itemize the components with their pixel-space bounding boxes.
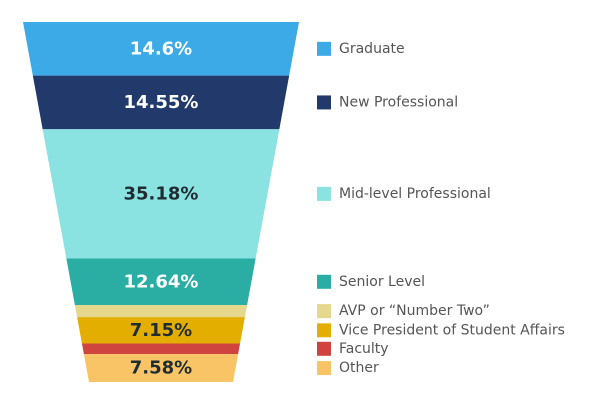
legend-swatch-vice-president-of-student-affairs bbox=[317, 323, 331, 338]
legend-swatch-other bbox=[317, 361, 331, 376]
legend-swatch-graduate bbox=[317, 41, 331, 56]
legend-swatch-mid-level-professional bbox=[317, 186, 331, 201]
legend-item-graduate: Graduate bbox=[317, 41, 405, 57]
legend-item-faculty: Faculty bbox=[317, 341, 389, 357]
legend-item-new-professional: New Professional bbox=[317, 94, 458, 110]
data-label-graduate: 14.6% bbox=[130, 38, 192, 59]
legend-item-vice-president-of-student-affairs: Vice President of Student Affairs bbox=[317, 322, 565, 338]
funnel-segment-senior-level bbox=[66, 258, 256, 306]
legend-swatch-new-professional bbox=[317, 95, 331, 110]
funnel-segment-avp-or-number-two bbox=[74, 305, 248, 318]
funnel-data-labels: 14.6% 14.55% 35.18% 12.64% 7.15% 7.58% bbox=[124, 38, 199, 378]
legend-label-graduate: Graduate bbox=[339, 41, 405, 57]
data-label-mid-level-professional: 35.18% bbox=[124, 183, 199, 204]
funnel-segment-faculty bbox=[81, 343, 241, 355]
funnel-segment-vice-president-of-student-affairs bbox=[77, 317, 245, 344]
legend: Graduate New Professional Mid-level Profes… bbox=[317, 41, 565, 376]
legend-item-other: Other bbox=[317, 360, 379, 376]
legend-swatch-senior-level bbox=[317, 274, 331, 289]
legend-swatch-faculty bbox=[317, 341, 331, 356]
funnel-segment-mid-level-professional bbox=[42, 129, 280, 259]
funnel-segment-other bbox=[83, 354, 239, 382]
legend-label-other: Other bbox=[339, 360, 379, 376]
legend-label-faculty: Faculty bbox=[339, 341, 389, 357]
funnel-segments bbox=[23, 22, 299, 382]
legend-item-senior-level: Senior Level bbox=[317, 274, 425, 290]
data-label-new-professional: 14.55% bbox=[124, 92, 199, 113]
legend-label-avp-or-number-two: AVP or “Number Two” bbox=[339, 303, 490, 319]
legend-item-avp-or-number-two: AVP or “Number Two” bbox=[317, 303, 490, 319]
data-label-vice-president-of-student-affairs: 7.15% bbox=[130, 320, 192, 341]
data-label-other: 7.58% bbox=[130, 358, 192, 379]
legend-label-vice-president-of-student-affairs: Vice President of Student Affairs bbox=[339, 322, 565, 338]
legend-item-mid-level-professional: Mid-level Professional bbox=[317, 186, 491, 202]
legend-label-senior-level: Senior Level bbox=[339, 274, 425, 290]
funnel-segment-new-professional bbox=[32, 75, 290, 130]
legend-label-mid-level-professional: Mid-level Professional bbox=[339, 186, 491, 202]
legend-swatch-avp-or-number-two bbox=[317, 304, 331, 319]
legend-label-new-professional: New Professional bbox=[339, 94, 458, 110]
data-label-senior-level: 12.64% bbox=[124, 271, 199, 292]
funnel-segment-graduate bbox=[23, 22, 299, 76]
